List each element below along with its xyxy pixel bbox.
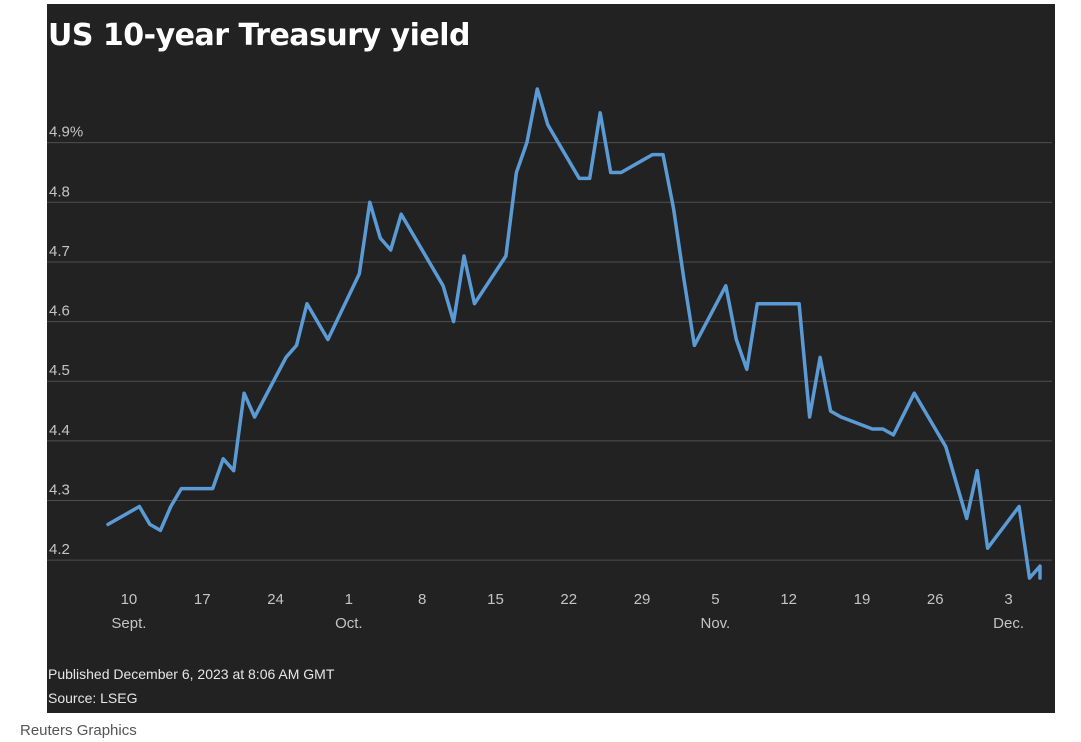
x-month-label: Nov. (701, 615, 731, 632)
x-month-label: Oct. (335, 615, 363, 632)
x-tick-label: 3 (1004, 591, 1012, 608)
y-tick-label: 4.4 (49, 422, 70, 439)
x-axis-labels: 10 Sept. 17 24 1 Oct. 8 15 22 29 5 Nov. 12 19 26 3 Dec. (111, 591, 1024, 632)
x-tick-label: 5 (711, 591, 719, 608)
x-tick-label: 1 (345, 591, 353, 608)
published-note: Published December 6, 2023 at 8:06 AM GM… (48, 666, 335, 682)
y-tick-label: 4.5 (49, 362, 70, 379)
x-tick-label: 15 (487, 591, 504, 608)
series-line (106, 87, 1042, 580)
x-month-label: Sept. (111, 615, 146, 632)
chart-title: US 10-year Treasury yield (48, 18, 471, 53)
y-axis-labels: 4.2 4.3 4.4 4.5 4.6 4.7 4.8 4.9% (49, 124, 83, 559)
series-layer (106, 87, 1042, 580)
x-tick-label: 19 (854, 591, 871, 608)
y-tick-label: 4.7 (49, 243, 70, 260)
y-tick-label: 4.6 (49, 303, 70, 320)
chart-panel (47, 4, 1055, 713)
x-month-label: Dec. (993, 615, 1024, 632)
x-tick-label: 26 (927, 591, 944, 608)
y-tick-label: 4.2 (49, 541, 70, 558)
x-tick-label: 8 (418, 591, 426, 608)
x-tick-label: 29 (634, 591, 651, 608)
x-tick-label: 10 (121, 591, 138, 608)
source-note: Source: LSEG (48, 690, 138, 706)
gridlines (47, 142, 1052, 561)
x-tick-label: 12 (780, 591, 797, 608)
y-tick-label: 4.3 (49, 482, 70, 499)
x-tick-label: 17 (194, 591, 211, 608)
x-tick-label: 22 (560, 591, 577, 608)
y-tick-label: 4.9% (49, 124, 83, 141)
credit-label: Reuters Graphics (20, 722, 137, 739)
x-tick-label: 24 (267, 591, 284, 608)
y-tick-label: 4.8 (49, 183, 70, 200)
